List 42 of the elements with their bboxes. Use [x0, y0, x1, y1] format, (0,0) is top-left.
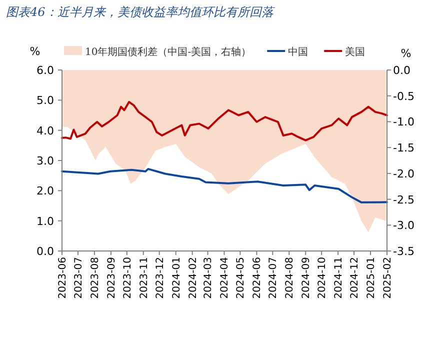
x-tick-label: 2023-09: [106, 257, 118, 299]
x-tick-label: 2023-10: [122, 257, 134, 299]
x-tick-label: 2024-08: [284, 257, 296, 299]
y2-tick-label: -1.0: [393, 116, 414, 129]
x-tick-label: 2023-07: [73, 257, 84, 299]
x-tick-label: 2024-05: [236, 257, 247, 299]
y2-tick-label: -3.5: [393, 245, 414, 258]
y-tick-label: 6.0: [36, 64, 54, 77]
x-tick-label: 2023-12: [154, 257, 166, 299]
x-tick-label: 2023-11: [138, 257, 150, 299]
y-tick-label: 3.0: [36, 154, 54, 168]
y2-tick-label: -2.0: [393, 167, 414, 180]
y2-axis-title: %: [400, 47, 412, 60]
legend-label: 中国: [288, 46, 308, 58]
x-tick-label: 2024-10: [317, 257, 328, 299]
y-axis-title: %: [30, 45, 40, 58]
x-tick-label: 2024-04: [220, 257, 231, 299]
x-tick-label: 2023-08: [90, 257, 101, 299]
x-tick-label: 2024-02: [188, 257, 199, 299]
y2-tick-label: 0.0: [393, 64, 410, 77]
y-tick-label: 1.0: [36, 214, 54, 228]
x-tick-label: 2024-01: [171, 257, 182, 299]
legend-label: 美国: [345, 46, 366, 58]
x-tick-label: 2025-01: [366, 257, 378, 299]
y2-tick-label: -2.5: [393, 193, 414, 206]
x-tick-label: 2024-07: [268, 257, 280, 299]
x-tick-label: 2024-06: [252, 257, 264, 299]
x-tick-label: 2024-11: [334, 257, 345, 299]
y-tick-label: 5.0: [36, 94, 54, 108]
y2-tick-label: -3.0: [393, 219, 414, 232]
x-tick-label: 2023-06: [58, 257, 68, 299]
y2-tick-label: -1.5: [393, 142, 414, 155]
y2-tick-label: -0.5: [393, 90, 414, 103]
y-tick-label: 4.0: [36, 124, 54, 138]
x-tick-label: 2024-03: [203, 257, 214, 299]
y-tick-label: 0.0: [36, 245, 54, 258]
legend-label: 10年期国债利差（中国-美国，右轴）: [85, 46, 252, 58]
x-tick-label: 2024-12: [350, 257, 361, 299]
y-tick-label: 2.0: [36, 184, 54, 198]
x-tick-label: 2025-02: [382, 257, 394, 299]
chart-title: 图表46：近半月来，美债收益率均值环比有所回落: [6, 5, 276, 19]
x-tick-label: 2024-09: [301, 257, 312, 299]
